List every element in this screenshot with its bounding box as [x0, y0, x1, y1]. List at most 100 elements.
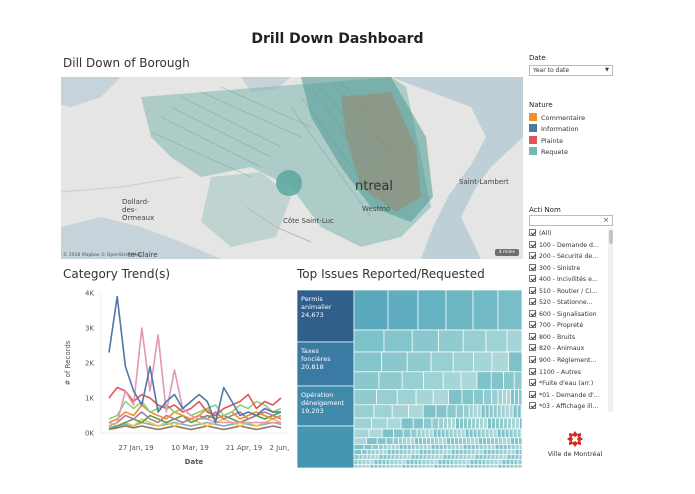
- treemap-tile[interactable]: [378, 371, 403, 390]
- treemap-tile[interactable]: [498, 444, 504, 450]
- acti-filter-item[interactable]: 820 - Animaux: [529, 343, 606, 355]
- treemap-tile[interactable]: [486, 449, 492, 455]
- treemap-tile[interactable]: [459, 417, 464, 430]
- borough-map[interactable]: Dollard-des-Ormeaux te-Claire Côte Saint…: [61, 77, 523, 259]
- treemap-tile[interactable]: [488, 404, 494, 419]
- treemap-tile[interactable]: [434, 449, 440, 455]
- treemap-tile[interactable]: [514, 444, 520, 450]
- treemap-tile[interactable]: [454, 449, 460, 455]
- treemap-tile[interactable]: [408, 404, 424, 419]
- treemap-tile[interactable]: [378, 454, 384, 460]
- treemap-tile[interactable]: [470, 437, 475, 445]
- treemap-tile[interactable]: [386, 444, 392, 450]
- treemap-tile[interactable]: [519, 417, 523, 430]
- treemap-tile[interactable]: [397, 459, 403, 465]
- treemap-tile[interactable]: [473, 351, 493, 373]
- treemap-tile[interactable]: [500, 404, 506, 419]
- treemap-tile[interactable]: [518, 449, 523, 455]
- treemap-tile[interactable]: [493, 464, 499, 469]
- treemap-tile[interactable]: [378, 444, 384, 450]
- treemap-tile[interactable]: [366, 437, 378, 445]
- treemap-tile[interactable]: [353, 449, 362, 455]
- treemap-tile[interactable]: [418, 454, 424, 460]
- treemap-tile[interactable]: [462, 329, 487, 353]
- treemap-tile[interactable]: [426, 454, 432, 460]
- legend-item[interactable]: Requete: [529, 147, 568, 157]
- acti-filter-item[interactable]: 1100 - Autres: [529, 367, 606, 379]
- treemap-tile[interactable]: [517, 459, 523, 465]
- treemap-tile[interactable]: [498, 437, 503, 445]
- treemap-tile[interactable]: [490, 444, 496, 450]
- treemap-tile[interactable]: [369, 459, 375, 465]
- treemap-tile[interactable]: [401, 459, 407, 465]
- treemap-tile-permis-animalier[interactable]: [296, 289, 355, 343]
- treemap-tile[interactable]: [508, 428, 514, 439]
- treemap-tile[interactable]: [438, 437, 443, 445]
- treemap-tile[interactable]: [502, 454, 508, 460]
- treemap-tile[interactable]: [458, 449, 464, 455]
- treemap-tile[interactable]: [438, 449, 444, 455]
- checkbox-checked-icon[interactable]: [529, 390, 536, 398]
- treemap-tile[interactable]: [468, 428, 474, 439]
- treemap-tile[interactable]: [437, 464, 443, 469]
- treemap-tile[interactable]: [514, 454, 520, 460]
- treemap-tile[interactable]: [425, 464, 431, 469]
- treemap-tile[interactable]: [502, 449, 508, 455]
- treemap-tile[interactable]: [435, 404, 448, 419]
- treemap-tile[interactable]: [429, 464, 435, 469]
- treemap-tile[interactable]: [414, 444, 420, 450]
- treemap-tile[interactable]: [478, 444, 484, 450]
- treemap-tile[interactable]: [361, 449, 368, 455]
- scrollbar-thumb[interactable]: [608, 230, 613, 244]
- treemap-tile[interactable]: [476, 404, 482, 419]
- treemap-tile[interactable]: [422, 404, 437, 419]
- treemap-tile[interactable]: [461, 464, 467, 469]
- treemap-tile[interactable]: [378, 449, 384, 455]
- treemap-tile[interactable]: [462, 444, 468, 450]
- treemap-tile[interactable]: [506, 454, 512, 460]
- treemap-tile[interactable]: [507, 417, 512, 430]
- treemap-tile[interactable]: [376, 437, 387, 445]
- treemap-tile[interactable]: [469, 459, 475, 465]
- treemap-tile[interactable]: [389, 464, 395, 469]
- treemap-tile[interactable]: [506, 444, 512, 450]
- treemap-tile[interactable]: [385, 464, 391, 469]
- treemap-tile[interactable]: [486, 444, 492, 450]
- treemap-tile[interactable]: [482, 437, 487, 445]
- treemap-tile[interactable]: [447, 417, 452, 430]
- acti-filter-item[interactable]: 520 - Stationne...: [529, 297, 606, 309]
- treemap-tile[interactable]: [365, 459, 371, 465]
- treemap-tile[interactable]: [422, 444, 428, 450]
- treemap-tile[interactable]: [398, 444, 404, 450]
- treemap-tile[interactable]: [376, 389, 398, 406]
- treemap-tile[interactable]: [455, 404, 464, 419]
- treemap-tile[interactable]: [445, 459, 451, 465]
- treemap-tile[interactable]: [445, 464, 451, 469]
- acti-filter-item[interactable]: 100 - Demande d...: [529, 240, 606, 252]
- trend-series-line[interactable]: [108, 327, 281, 427]
- treemap-tile[interactable]: [476, 428, 482, 439]
- treemap-tile[interactable]: [402, 449, 408, 455]
- treemap-tile[interactable]: [392, 437, 399, 445]
- treemap-tile[interactable]: [441, 464, 447, 469]
- category-trend-chart[interactable]: # of Records Date 4K 3K 2K 1K 0K 27 Jan, 19 10…: [61, 285, 300, 470]
- treemap-tile[interactable]: [400, 417, 414, 430]
- treemap-tile[interactable]: [412, 417, 424, 430]
- treemap-tile[interactable]: [487, 417, 492, 430]
- treemap-tile[interactable]: [473, 459, 479, 465]
- acti-filter-item[interactable]: (All): [529, 228, 606, 240]
- treemap-tile[interactable]: [458, 444, 464, 450]
- treemap-tile[interactable]: [482, 454, 488, 460]
- treemap-tile[interactable]: [426, 449, 432, 455]
- treemap-tile[interactable]: [436, 428, 442, 439]
- treemap-tile[interactable]: [394, 449, 400, 455]
- treemap-tile[interactable]: [470, 444, 476, 450]
- treemap-tile[interactable]: [493, 459, 499, 465]
- treemap-tile[interactable]: [357, 459, 363, 465]
- checkbox-checked-icon[interactable]: [529, 332, 536, 340]
- treemap-tile[interactable]: [458, 437, 463, 445]
- treemap-tile[interactable]: [478, 449, 484, 455]
- treemap-tile[interactable]: [402, 437, 407, 445]
- treemap-tile[interactable]: [353, 329, 385, 353]
- treemap-tile[interactable]: [510, 449, 516, 455]
